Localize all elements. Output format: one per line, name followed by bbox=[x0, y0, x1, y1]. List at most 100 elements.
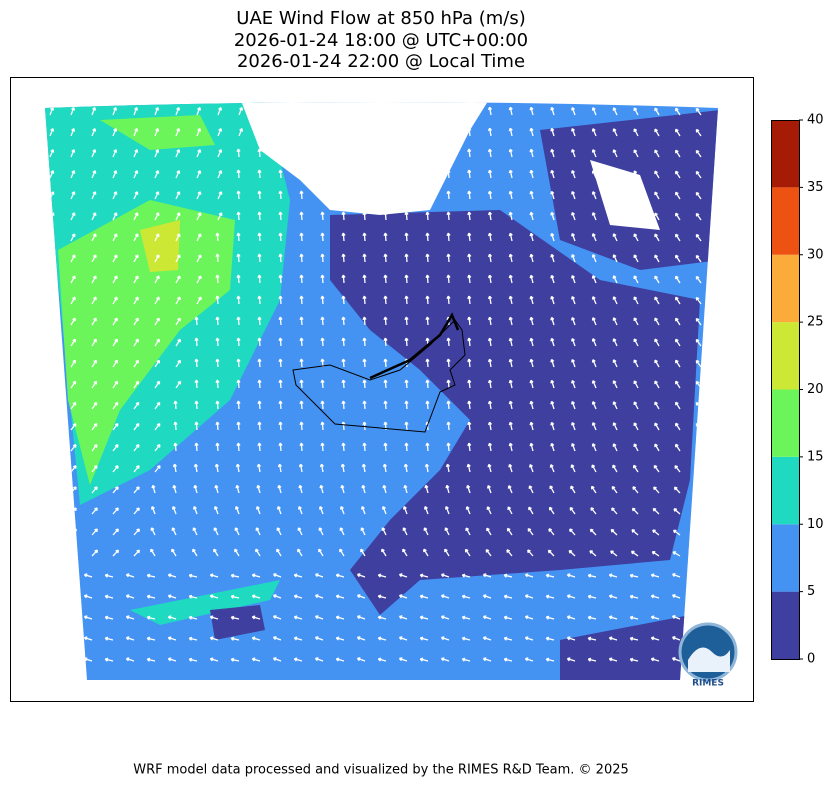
wind-arrow bbox=[49, 507, 56, 515]
wind-arrow bbox=[487, 316, 493, 326]
wind-arrow bbox=[508, 316, 513, 326]
wind-arrow bbox=[529, 421, 534, 431]
speed-region bbox=[100, 115, 215, 150]
wind-arrow bbox=[694, 508, 702, 515]
wind-arrow bbox=[91, 465, 98, 473]
wind-arrow bbox=[125, 594, 135, 599]
wind-arrow bbox=[654, 380, 660, 389]
wind-arrow bbox=[654, 275, 660, 284]
wind-arrow bbox=[320, 106, 325, 116]
wind-arrow bbox=[192, 548, 198, 557]
wind-arrow bbox=[503, 573, 513, 578]
wind-arrow bbox=[608, 573, 618, 578]
wind-arrow bbox=[341, 316, 346, 326]
wind-arrow bbox=[402, 506, 408, 515]
wind-arrow bbox=[377, 615, 387, 620]
wind-arrow bbox=[238, 128, 244, 137]
wind-arrow bbox=[508, 274, 513, 284]
wind-arrow bbox=[529, 400, 534, 410]
wind-arrow bbox=[188, 657, 198, 662]
wind-arrow bbox=[236, 253, 241, 263]
wind-arrow bbox=[49, 317, 55, 326]
wind-arrow bbox=[49, 422, 56, 431]
wind-arrow bbox=[446, 295, 451, 305]
wind-arrow bbox=[341, 295, 346, 305]
wind-arrow bbox=[299, 379, 304, 389]
wind-arrow bbox=[299, 358, 304, 368]
wind-arrow bbox=[341, 400, 346, 410]
wind-arrow bbox=[571, 127, 576, 137]
wind-arrow bbox=[612, 128, 618, 137]
wind-arrow bbox=[278, 295, 283, 305]
wind-arrow bbox=[591, 191, 597, 200]
wind-arrow bbox=[188, 615, 198, 620]
wind-arrow bbox=[398, 615, 408, 620]
wind-arrow bbox=[612, 443, 618, 452]
wind-arrows bbox=[45, 106, 702, 662]
wind-arrow bbox=[446, 379, 451, 389]
wind-arrow bbox=[610, 528, 618, 536]
wind-arrow bbox=[591, 443, 597, 452]
wind-arrow bbox=[461, 636, 471, 641]
wind-arrow bbox=[133, 338, 139, 347]
wind-arrow bbox=[278, 127, 283, 137]
wind-arrow bbox=[91, 422, 98, 431]
wind-arrow bbox=[633, 422, 639, 431]
wind-arrow bbox=[362, 211, 367, 221]
wind-arrow bbox=[133, 486, 140, 494]
wind-arrow bbox=[236, 169, 241, 179]
wind-arrow bbox=[633, 128, 639, 137]
wind-arrow bbox=[272, 615, 282, 620]
wind-arrow bbox=[91, 128, 97, 137]
wind-arrow bbox=[104, 615, 114, 620]
wind-arrow bbox=[591, 275, 597, 284]
speed-region bbox=[560, 615, 690, 680]
wind-arrow bbox=[167, 615, 177, 620]
wind-arrow bbox=[631, 529, 639, 536]
wind-arrow bbox=[320, 400, 325, 410]
wind-arrow bbox=[654, 107, 660, 116]
wind-arrow bbox=[293, 573, 303, 578]
wind-arrow bbox=[257, 274, 262, 284]
wind-arrow bbox=[217, 191, 223, 200]
wind-arrow bbox=[341, 148, 346, 158]
wind-arrow bbox=[362, 379, 367, 389]
wind-arrow bbox=[675, 128, 681, 137]
wind-arrow bbox=[529, 148, 534, 158]
wind-arrow bbox=[251, 615, 261, 620]
wind-arrow bbox=[70, 212, 76, 221]
wind-arrow bbox=[569, 506, 576, 515]
wind-arrow bbox=[383, 148, 388, 158]
wind-arrow bbox=[194, 379, 199, 389]
wind-arrow bbox=[675, 359, 681, 368]
wind-arrow bbox=[230, 657, 240, 662]
wind-arrow bbox=[45, 636, 51, 641]
wind-arrow bbox=[215, 421, 220, 431]
wind-arrow bbox=[70, 317, 76, 326]
wind-arrow bbox=[591, 128, 597, 137]
wind-arrow bbox=[589, 528, 597, 536]
wind-arrow bbox=[62, 573, 72, 578]
wind-arrow bbox=[236, 379, 241, 389]
wind-arrow bbox=[257, 400, 262, 410]
wind-arrow bbox=[362, 421, 367, 431]
colorbar-band bbox=[771, 187, 799, 255]
wind-arrow bbox=[383, 106, 388, 116]
speed-region bbox=[330, 210, 700, 615]
wind-arrow bbox=[425, 106, 430, 116]
wind-arrow bbox=[133, 528, 140, 536]
wind-arrow bbox=[692, 615, 702, 620]
wind-arrow bbox=[361, 484, 366, 494]
wind-arrow bbox=[508, 295, 513, 305]
wind-arrow bbox=[675, 443, 681, 452]
wind-arrow bbox=[91, 191, 97, 200]
wind-arrow bbox=[214, 484, 219, 494]
wind-arrow bbox=[133, 233, 139, 242]
wind-arrow bbox=[487, 253, 493, 263]
wind-arrow bbox=[299, 190, 304, 200]
wind-arrow bbox=[612, 338, 618, 347]
wind-arrow bbox=[257, 295, 262, 305]
wind-arrow bbox=[654, 149, 660, 158]
wind-arrow bbox=[675, 401, 681, 410]
wind-arrow bbox=[508, 421, 513, 431]
